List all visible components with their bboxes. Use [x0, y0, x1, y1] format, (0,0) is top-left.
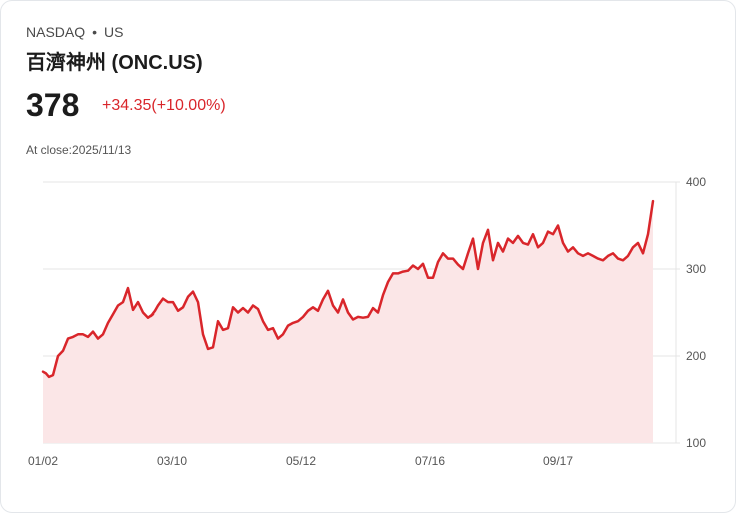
y-tick-label: 400 [686, 175, 706, 189]
stock-price: 378 [26, 87, 80, 123]
x-tick-label: 03/10 [157, 454, 187, 468]
price-change: +34.35(+10.00%) [102, 97, 226, 114]
exchange-label: NASDAQ [26, 24, 86, 40]
y-tick-label: 300 [686, 262, 706, 276]
x-tick-label: 05/12 [286, 454, 316, 468]
market-label: US [104, 24, 124, 40]
x-tick-label: 01/02 [28, 454, 58, 468]
price-area [43, 201, 653, 443]
stock-name: 百濟神州 (ONC.US) [26, 52, 203, 74]
price-line [41, 199, 655, 379]
exchange-line: NASDAQ • US [26, 24, 123, 40]
close-timestamp: At close:2025/11/13 [26, 143, 132, 157]
y-tick-label: 200 [686, 349, 706, 363]
y-tick-label: 100 [686, 436, 706, 450]
x-tick-label: 07/16 [415, 454, 445, 468]
separator-dot: • [92, 24, 98, 40]
x-tick-label: 09/17 [543, 454, 573, 468]
